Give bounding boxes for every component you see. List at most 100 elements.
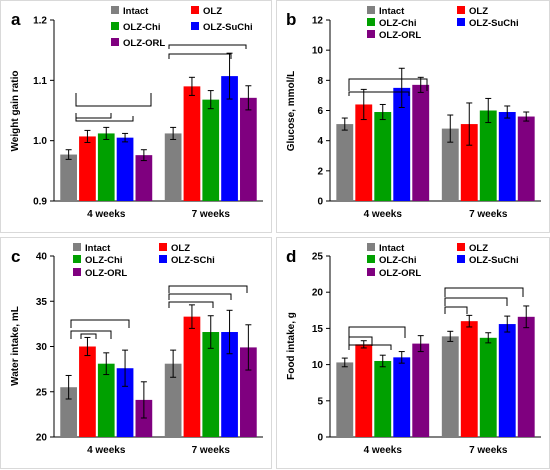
y-tick-label: 12	[312, 16, 324, 27]
y-tick-label: 2	[317, 166, 323, 177]
legend-swatch	[457, 255, 465, 263]
legend-swatch	[457, 6, 465, 14]
y-tick-label: 25	[312, 252, 324, 263]
y-tick-label: 0.9	[33, 197, 47, 208]
legend-label: OLZ-Chi	[379, 18, 416, 29]
bar	[393, 357, 411, 437]
significance-bracket	[70, 319, 130, 328]
panel-label-d: d	[286, 247, 296, 266]
bar	[221, 76, 238, 201]
significance-bracket	[348, 91, 410, 96]
y-tick-label: 5	[317, 396, 323, 407]
chart-water-intake: c 20 25 30 35 40 Water intake, mL 4 weeks 7 wee…	[10, 243, 263, 456]
bar	[60, 154, 77, 201]
significance-bracket	[168, 301, 214, 308]
y-tick-label: 20	[36, 433, 48, 444]
legend-swatch	[457, 18, 465, 26]
x-category-label: 4 weeks	[364, 209, 403, 220]
y-tick-label: 1.1	[33, 76, 47, 87]
panel-a: a 0.9 1.0 1.1 1.2 Weight gain ratio 4 weeks 7 …	[0, 0, 272, 233]
significance-bracket	[168, 44, 247, 49]
bar	[393, 87, 411, 201]
legend-swatch	[73, 243, 81, 251]
bar	[79, 346, 96, 437]
x-category-label: 4 weeks	[87, 445, 126, 456]
bar	[60, 387, 77, 437]
legend-label: OLZ	[469, 6, 488, 17]
bar	[336, 124, 354, 201]
bar	[517, 116, 535, 201]
bar	[412, 343, 430, 437]
y-tick-label: 10	[312, 46, 324, 57]
y-axis-label: Water intake, mL	[10, 306, 21, 386]
panel-c: c 20 25 30 35 40 Water intake, mL 4 weeks 7 wee…	[0, 237, 272, 469]
chart-food-intake: d 0 5 10 15 20 25 Food intake, g 4 weeks 7 weeks…	[286, 243, 541, 456]
panel-label-c: c	[11, 247, 20, 266]
legend-swatch	[111, 38, 119, 46]
significance-bracket	[348, 326, 406, 338]
y-tick-label: 0	[317, 197, 323, 208]
legend-label: Intact	[379, 6, 405, 17]
legend-swatch	[111, 22, 119, 30]
bar	[498, 324, 516, 437]
significance-bracket	[348, 78, 428, 91]
x-category-label: 7 weeks	[469, 209, 508, 220]
legend-swatch	[367, 243, 375, 251]
legend-label: OLZ-SChi	[171, 255, 215, 266]
significance-bracket	[75, 116, 134, 122]
y-tick-label: 8	[317, 76, 323, 87]
legend-label: Intact	[379, 243, 405, 254]
legend-swatch	[73, 268, 81, 276]
significance-bracket	[168, 285, 248, 293]
y-axis-label: Food intake, g	[286, 312, 297, 380]
significance-bracket	[70, 330, 112, 339]
y-axis-label: Glucose, mmol/L	[286, 71, 297, 152]
legend-label: OLZ-ORL	[85, 268, 127, 279]
bar	[97, 133, 115, 201]
y-tick-label: 20	[312, 288, 324, 299]
x-category-label: 7 weeks	[192, 209, 231, 220]
panel-b: b 0 2 4 6 8 10 12 Glucose, mmol/L 4 weeks 7 weeks…	[276, 0, 550, 233]
bar	[374, 112, 392, 201]
significance-bracket	[80, 333, 97, 339]
y-tick-label: 40	[36, 252, 48, 263]
legend-swatch	[111, 6, 119, 14]
chart-glucose: b 0 2 4 6 8 10 12 Glucose, mmol/L 4 weeks 7 weeks…	[286, 6, 541, 220]
panel-d: d 0 5 10 15 20 25 Food intake, g 4 weeks 7 weeks…	[276, 237, 550, 469]
significance-bracket	[348, 336, 373, 346]
y-tick-label: 1.2	[33, 16, 47, 27]
bar	[355, 104, 373, 201]
legend-label: OLZ	[203, 6, 222, 17]
legend-swatch	[191, 6, 199, 14]
legend-label: OLZ-SuChi	[469, 18, 519, 29]
significance-bracket	[75, 93, 152, 107]
legend-swatch	[191, 22, 199, 30]
x-category-label: 7 weeks	[469, 445, 508, 456]
bar	[183, 316, 201, 437]
bar	[221, 332, 238, 437]
bar	[498, 112, 516, 201]
bar	[441, 336, 459, 437]
bar	[479, 337, 497, 437]
x-category-label: 7 weeks	[192, 445, 231, 456]
significance-bracket	[168, 53, 232, 59]
bar	[240, 97, 257, 201]
significance-bracket	[168, 293, 232, 300]
legend-swatch	[159, 243, 167, 251]
chart-weight-gain: a 0.9 1.0 1.1 1.2 Weight gain ratio 4 weeks 7 …	[10, 6, 263, 220]
legend-label: OLZ	[469, 243, 488, 254]
bar	[441, 128, 459, 201]
bar	[116, 137, 134, 201]
bar	[164, 133, 182, 201]
legend-swatch	[367, 255, 375, 263]
legend-label: OLZ-Chi	[123, 22, 160, 33]
bar	[460, 321, 478, 437]
legend-swatch	[73, 255, 81, 263]
bar	[135, 155, 153, 201]
bar	[355, 344, 373, 437]
y-tick-label: 30	[36, 342, 48, 353]
bar	[164, 363, 182, 437]
significance-bracket	[348, 344, 392, 350]
y-tick-label: 4	[317, 136, 323, 147]
legend-label: OLZ	[171, 243, 190, 254]
